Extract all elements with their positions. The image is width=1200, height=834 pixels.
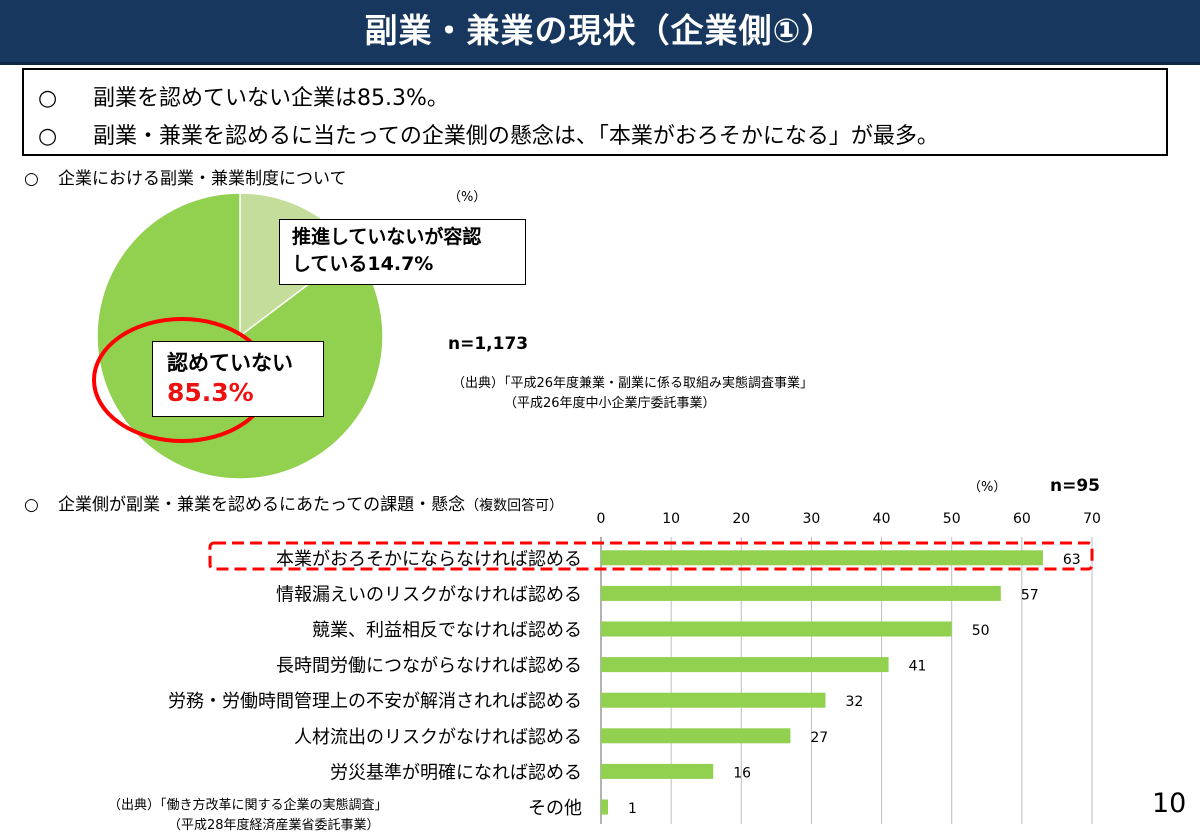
summary-line-1: ○ 副業を認めていない企業は85.3%。 [38, 80, 449, 112]
bar-value-label: 57 [1021, 587, 1039, 603]
bar-sample-size: n=95 [1050, 476, 1101, 496]
bar-unit-label: （%） [968, 480, 1007, 495]
circle-bullet-icon: ○ [24, 169, 39, 189]
bar-mark [601, 585, 1001, 601]
bar-mark [601, 728, 791, 744]
pie-section-heading: ○ 企業における副業・兼業制度について [24, 164, 347, 189]
bar-mark [601, 799, 609, 815]
pie-unit-label: （%） [448, 190, 487, 205]
bar-x-tick-label: 40 [873, 511, 891, 527]
bar-category-label: 人材流出のリスクがなければ認める [294, 727, 582, 748]
summary-box: ○ 副業を認めていない企業は85.3%。 ○ 副業・兼業を認めるに当たっての企業側の… [22, 68, 1168, 156]
bar-mark [601, 763, 714, 779]
summary-text-1: 副業を認めていない企業は85.3%。 [93, 86, 449, 111]
bar-value-label: 32 [845, 694, 863, 710]
summary-text-2: 副業・兼業を認めるに当たっての企業側の懸念は、「本業がおろそかになる」が最多。 [93, 124, 939, 149]
bar-mark [601, 621, 952, 637]
bar-value-label: 63 [1063, 552, 1081, 568]
circle-bullet-icon: ○ [24, 495, 39, 515]
bar-source-line2: （平成28年度経済産業省委託事業） [168, 818, 380, 833]
bar-source-line1: （出典）「働き方改革に関する企業の実態調査」 [108, 798, 388, 813]
bar-value-label: 16 [733, 765, 751, 781]
pie-label-major-line2: 85.3% [167, 378, 254, 407]
pie-label-minor-line1: 推進していないが容認 [292, 226, 482, 248]
bar-x-tick-label: 60 [1013, 511, 1031, 527]
bar-heading-note: （複数回答可） [465, 498, 564, 514]
bar-x-tick-label: 0 [597, 511, 606, 527]
bar-value-label: 41 [909, 659, 927, 675]
bar-category-label: 競業、利益相反でなければ認める [312, 620, 582, 641]
circle-bullet-icon: ○ [38, 124, 58, 149]
bar-mark [601, 657, 889, 673]
bar-value-label: 50 [972, 623, 990, 639]
bar-x-tick-label: 10 [662, 511, 680, 527]
pie-label-major: 認めていない 85.3% [152, 341, 324, 417]
bar-x-tick-label: 30 [803, 511, 821, 527]
bar-x-tick-label: 50 [943, 511, 961, 527]
bar-category-label: 労務・労働時間管理上の不安が解消されれば認める [168, 691, 582, 712]
pie-source-line2: （平成26年度中小企業庁委託事業） [504, 396, 716, 411]
page-title: 副業・兼業の現状（企業側①） [364, 11, 836, 50]
bar-category-label: その他 [528, 798, 582, 819]
page-number: 10 [1152, 788, 1187, 819]
summary-line-2: ○ 副業・兼業を認めるに当たっての企業側の懸念は、「本業がおろそかになる」が最多。 [38, 118, 939, 150]
bar-category-label: 長時間労働につながらなければ認める [276, 656, 582, 677]
pie-label-minor-line2: している14.7% [292, 253, 434, 275]
circle-bullet-icon: ○ [38, 86, 58, 111]
pie-label-major-line1: 認めていない [167, 351, 293, 375]
bar-category-label: 情報漏えいのリスクがなければ認める [276, 584, 582, 605]
bar-x-tick-label: 20 [732, 511, 750, 527]
bar-category-label: 本業がおろそかにならなければ認める [276, 549, 582, 570]
pie-sample-size: n=1,173 [448, 334, 529, 354]
bar-section-heading: ○ 企業側が副業・兼業を認めるにあたっての課題・懸念（複数回答可） [24, 490, 563, 515]
bar-mark [601, 692, 826, 708]
bar-value-label: 27 [810, 730, 828, 746]
pie-source-line1: （出典）「平成26年度兼業・副業に係る取組み実態調査事業」 [452, 376, 814, 391]
bar-mark [601, 550, 1043, 566]
bar-category-label: 労災基準が明確になれば認める [330, 762, 582, 783]
pie-label-minor: 推進していないが容認 している14.7% [279, 219, 526, 285]
bar-value-label: 1 [628, 801, 637, 817]
bar-heading-text: 企業側が副業・兼業を認めるにあたっての課題・懸念 [58, 495, 466, 515]
bar-highlight-box [208, 541, 1094, 571]
bar-x-tick-label: 70 [1083, 511, 1101, 527]
title-bar [0, 0, 1200, 65]
pie-heading-text: 企業における副業・兼業制度について [58, 169, 347, 189]
